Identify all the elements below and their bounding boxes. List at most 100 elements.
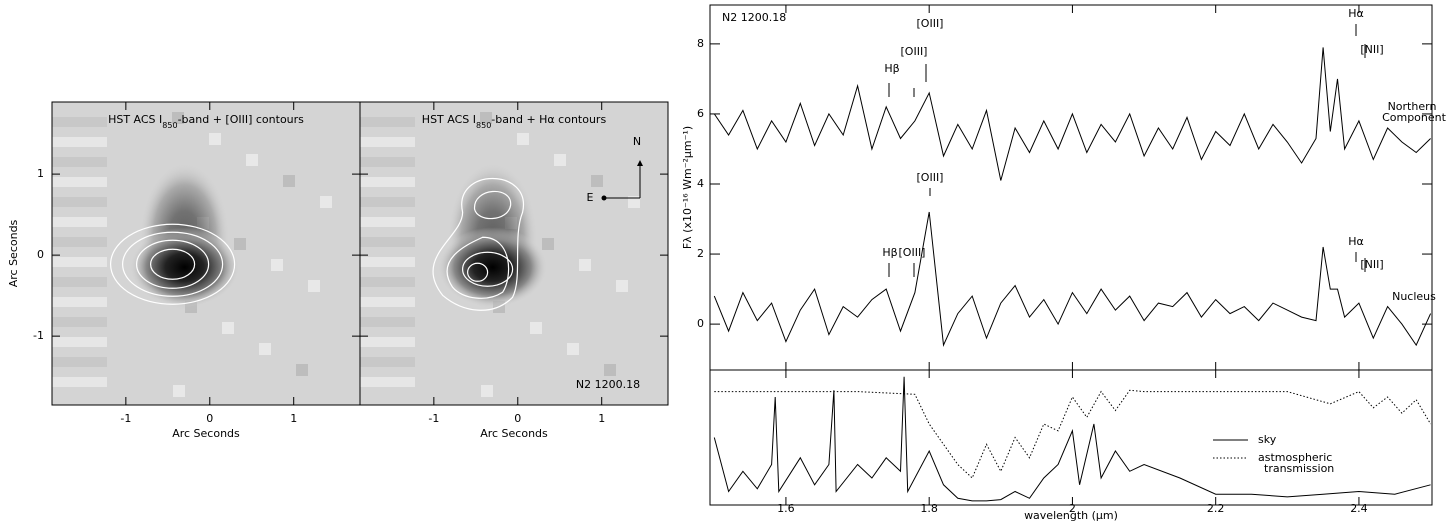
image-pixels <box>481 385 493 397</box>
image-band <box>52 337 107 347</box>
compass-east: E <box>587 191 594 204</box>
x-axis-label: Arc Seconds <box>480 427 548 440</box>
image-pixels <box>234 238 246 250</box>
image-band <box>360 357 415 367</box>
legend-label: astmospheric <box>1258 451 1332 464</box>
contour <box>135 239 210 289</box>
line-label: [OIII] <box>917 17 944 30</box>
y-tick-label: -1 <box>33 329 44 342</box>
y-tick-label: 0 <box>37 248 44 261</box>
image-pixels <box>283 175 295 187</box>
compass-dot <box>601 195 607 201</box>
line-label: [OIII] <box>899 246 926 259</box>
contour <box>473 190 512 220</box>
image-pixels <box>542 238 554 250</box>
image-pixels <box>554 154 566 166</box>
image-band <box>52 377 107 387</box>
spectrum-line <box>713 211 1432 347</box>
x-axis-label: wavelength (µm) <box>1024 509 1118 522</box>
image-pixels <box>480 112 492 124</box>
image-pixels <box>604 364 616 376</box>
x-tick-label: -1 <box>428 412 439 425</box>
compass-head <box>637 160 643 166</box>
title-part: HST ACS I <box>422 113 476 126</box>
contour <box>149 248 196 280</box>
line-label: Hβ <box>884 62 899 75</box>
contour <box>109 223 236 305</box>
legend-label: sky <box>1258 433 1277 446</box>
x-tick-label: 0 <box>514 412 521 425</box>
image-band <box>52 277 107 287</box>
image-band <box>360 257 415 267</box>
legend-label: transmission <box>1264 462 1334 475</box>
galaxy-core <box>129 227 240 308</box>
image-band <box>52 257 107 267</box>
image-band <box>52 157 107 167</box>
y-tick-label: 8 <box>697 37 704 50</box>
contour <box>446 236 510 299</box>
image-band <box>360 317 415 327</box>
x-tick-label: 1.8 <box>920 502 938 515</box>
image-band <box>52 177 107 187</box>
x-axis-label: Arc Seconds <box>172 427 240 440</box>
line-label: Hα <box>1348 235 1364 248</box>
series-label: Nucleus <box>1392 290 1436 303</box>
image-pixels <box>296 364 308 376</box>
image-pixels <box>209 133 221 145</box>
y-tick-label: 0 <box>697 317 704 330</box>
image-pixels <box>246 154 258 166</box>
image-band <box>52 217 107 227</box>
image-band <box>52 317 107 327</box>
y-axis-label: Arc Seconds <box>7 219 20 287</box>
line-label: [OIII] <box>917 171 944 184</box>
plot-frame <box>359 101 669 406</box>
image-pixels <box>530 322 542 334</box>
line-label: [NII] <box>1360 258 1383 271</box>
image-pixels <box>567 343 579 355</box>
series-label: Northern <box>1388 100 1437 113</box>
contour <box>461 251 514 287</box>
title-subscript: 850 <box>162 121 177 130</box>
contour <box>121 231 224 297</box>
compass-north: N <box>633 135 641 148</box>
spectrum-line <box>713 47 1431 181</box>
image-pixels <box>320 196 332 208</box>
image-pixels <box>517 133 529 145</box>
title-part: -band + Hα contours <box>491 113 606 126</box>
image-pixels <box>222 322 234 334</box>
sky-line <box>713 376 1431 502</box>
title-part: HST ACS I <box>108 113 162 126</box>
image-band <box>360 337 415 347</box>
y-tick-label: 4 <box>697 177 704 190</box>
line-label: [OIII] <box>901 45 928 58</box>
image-band <box>360 297 415 307</box>
image-band <box>52 117 107 127</box>
line-label: [NII] <box>1360 43 1383 56</box>
image-band <box>360 217 415 227</box>
image-band <box>52 237 107 247</box>
x-tick-label: 0 <box>206 412 213 425</box>
y-axis-label: Fλ (x10⁻¹⁶ Wm⁻²µm⁻¹) <box>681 126 694 249</box>
image-band <box>52 197 107 207</box>
y-tick-label: 2 <box>697 247 704 260</box>
contour <box>432 177 525 311</box>
y-tick-label: 1 <box>37 167 44 180</box>
image-band <box>360 137 415 147</box>
image-band <box>360 237 415 247</box>
title-subscript: 850 <box>476 121 491 130</box>
series-label: Component <box>1382 111 1447 124</box>
galaxy-core <box>437 227 548 308</box>
image-band <box>360 157 415 167</box>
x-tick-label: 1 <box>290 412 297 425</box>
title-part: -band + [OIII] contours <box>178 113 305 126</box>
image-band <box>52 357 107 367</box>
chart-title: N2 1200.18 <box>722 11 786 24</box>
image-band <box>52 137 107 147</box>
line-label: Hβ <box>882 246 897 259</box>
x-tick-label: 2.2 <box>1207 502 1225 515</box>
image-pixels <box>172 112 184 124</box>
object-label: N2 1200.18 <box>576 378 640 391</box>
image-pixels <box>308 280 320 292</box>
image-band <box>360 117 415 127</box>
